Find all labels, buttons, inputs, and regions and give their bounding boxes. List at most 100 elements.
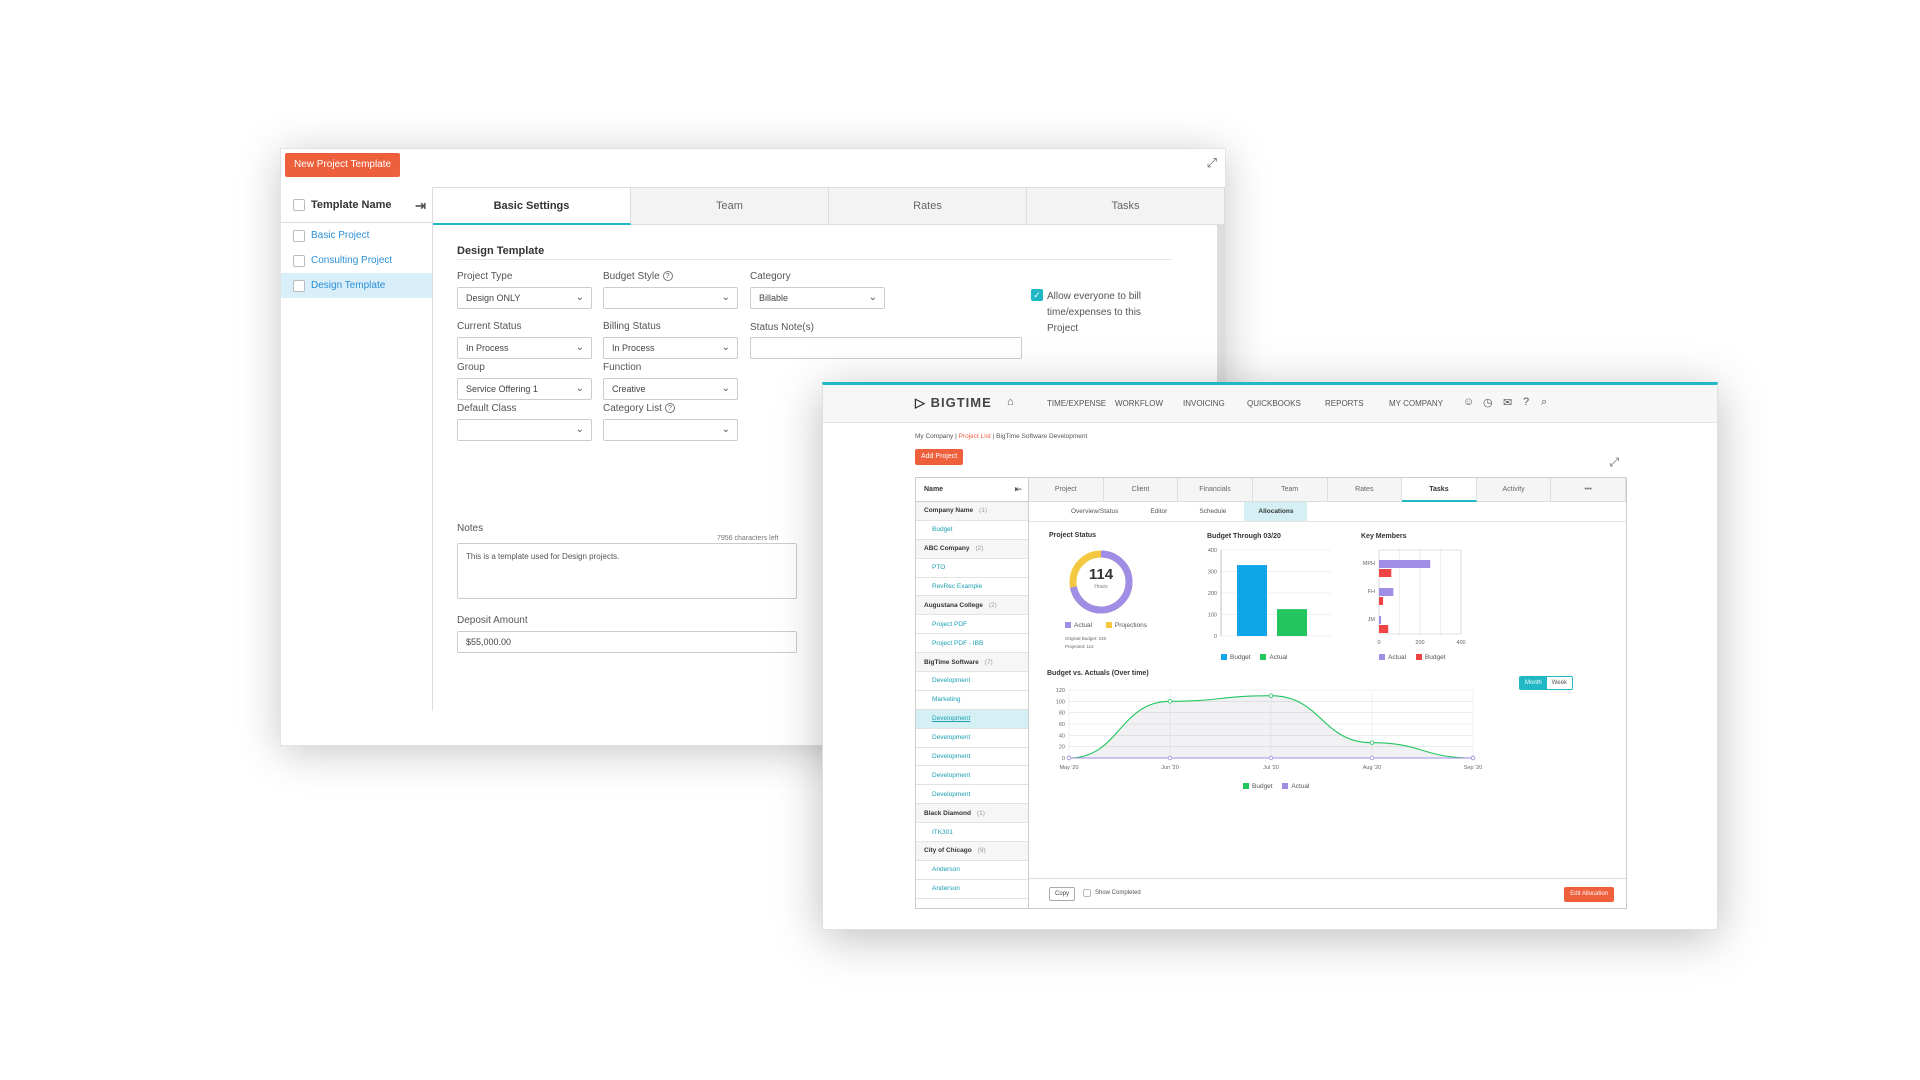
help-icon[interactable]: ?: [664, 403, 675, 414]
tab-rates[interactable]: Rates: [1327, 478, 1403, 502]
nav-quickbooks[interactable]: QUICKBOOKS: [1247, 399, 1301, 408]
chevron-down-icon: ⌄: [868, 292, 877, 303]
template-item-consulting[interactable]: Consulting Project: [281, 248, 432, 273]
client-group-row[interactable]: ABC Company (2): [916, 539, 1028, 559]
project-row[interactable]: Development: [916, 729, 1028, 748]
function-select[interactable]: Creative ⌄: [603, 378, 738, 400]
project-row[interactable]: PTO: [916, 559, 1028, 578]
allow-bill-checkbox[interactable]: ✓: [1031, 289, 1043, 301]
mail-icon[interactable]: ✉: [1503, 397, 1513, 409]
checkbox[interactable]: [293, 254, 305, 267]
client-group-row[interactable]: Company Name (1): [916, 502, 1028, 521]
project-row[interactable]: Development: [916, 748, 1028, 767]
project-row[interactable]: Budget: [916, 521, 1028, 540]
client-group-row[interactable]: Augustana College (2): [916, 596, 1028, 616]
project-row[interactable]: Development: [916, 785, 1028, 805]
subtab-overview-status[interactable]: Overview/Status: [1071, 508, 1119, 515]
breadcrumb-home[interactable]: My Company: [915, 433, 954, 440]
group-select[interactable]: Service Offering 1 ⌄: [457, 378, 592, 400]
deposit-amount-input[interactable]: $55,000.00: [457, 631, 797, 653]
tab-client[interactable]: Client: [1103, 478, 1179, 502]
select-value: In Process: [466, 343, 509, 353]
new-project-template-button[interactable]: New Project Template: [285, 153, 401, 177]
breadcrumb-project-list[interactable]: Project List: [958, 433, 991, 440]
client-group-row[interactable]: BigTime Software (7): [916, 653, 1028, 673]
bigtime-logo[interactable]: ▷ BIGTIME: [915, 395, 992, 411]
default-class-select[interactable]: ⌄: [457, 419, 592, 441]
client-name: Augustana College: [924, 601, 983, 609]
category-select[interactable]: Billable ⌄: [750, 287, 885, 309]
actual-swatch: [1065, 622, 1071, 629]
template-item-design[interactable]: Design Template: [281, 273, 432, 298]
project-type-select[interactable]: Design ONLY ⌄: [457, 287, 592, 309]
project-row[interactable]: Development: [916, 709, 1028, 729]
project-row[interactable]: RevRec Example: [916, 578, 1028, 597]
tab-project[interactable]: Project: [1029, 478, 1104, 502]
client-group-row[interactable]: Black Diamond (1): [916, 804, 1028, 824]
clock-icon[interactable]: ◷: [1483, 397, 1493, 409]
show-completed-toggle[interactable]: Show Completed: [1083, 889, 1141, 897]
nav-reports[interactable]: REPORTS: [1325, 399, 1364, 408]
project-row[interactable]: Anderson: [916, 861, 1028, 880]
help-icon[interactable]: ?: [1523, 396, 1530, 408]
tab-team[interactable]: Team: [1252, 478, 1328, 502]
status-notes-field[interactable]: [750, 337, 1022, 359]
checkbox[interactable]: [293, 279, 305, 292]
template-list: Template Name ⇥ Basic Project Consulting…: [281, 187, 433, 711]
user-icon[interactable]: ☺: [1463, 396, 1475, 408]
project-row[interactable]: Development: [916, 766, 1028, 786]
y-tick-label: 0: [1214, 634, 1217, 640]
select-all-checkbox[interactable]: [293, 198, 305, 211]
project-row[interactable]: Project PDF: [916, 615, 1028, 635]
subtab-schedule[interactable]: Schedule: [1199, 508, 1227, 515]
expand-icon[interactable]: ⤢: [1206, 155, 1217, 170]
category-list-select[interactable]: ⌄: [603, 419, 738, 441]
tab-basic-settings[interactable]: Basic Settings: [433, 187, 631, 225]
project-row[interactable]: Marketing: [916, 691, 1028, 710]
template-item-basic[interactable]: Basic Project: [281, 223, 432, 248]
y-tick-label: 100: [1056, 699, 1065, 705]
collapse-icon[interactable]: ⇥: [415, 198, 426, 213]
nav-workflow[interactable]: WORKFLOW: [1115, 399, 1163, 408]
actual-swatch: [1282, 783, 1289, 790]
toggle-month[interactable]: Month: [1520, 677, 1547, 689]
project-row[interactable]: Anderson: [916, 880, 1028, 899]
tab-activity[interactable]: Activity: [1476, 478, 1552, 502]
notes-textarea[interactable]: This is a template used for Design proje…: [457, 543, 797, 599]
current-status-select[interactable]: In Process ⌄: [457, 337, 592, 359]
budget-style-select[interactable]: ⌄: [603, 287, 738, 309]
project-row[interactable]: Development: [916, 672, 1028, 691]
nav-invoicing[interactable]: INVOICING: [1183, 399, 1225, 408]
template-label: Basic Project: [311, 230, 370, 241]
subtab-editor[interactable]: Editor: [1150, 508, 1168, 515]
project-count: (9): [977, 847, 986, 855]
show-completed-label: Show Completed: [1095, 890, 1141, 896]
home-icon[interactable]: ⌂: [1007, 396, 1014, 408]
show-completed-checkbox[interactable]: [1083, 889, 1091, 897]
more-tabs-icon[interactable]: •••: [1551, 478, 1626, 502]
subtab-allocations[interactable]: Allocations: [1244, 502, 1308, 521]
category-label: JM: [1368, 617, 1376, 623]
nav-time-expense[interactable]: TIME/EXPENSE: [1047, 399, 1107, 408]
scrollbar[interactable]: [1217, 225, 1225, 385]
checkbox[interactable]: [293, 229, 305, 242]
client-group-row[interactable]: City of Chicago (9): [916, 842, 1028, 861]
collapse-icon[interactable]: ⇤: [1014, 484, 1022, 494]
search-icon[interactable]: ⌕: [1541, 396, 1548, 408]
tab-tasks[interactable]: Tasks: [1027, 187, 1225, 225]
tab-rates[interactable]: Rates: [829, 187, 1027, 225]
budget-vs-actuals-title: Budget vs. Actuals (Over time): [1047, 670, 1149, 677]
nav-my-company[interactable]: MY COMPANY: [1389, 399, 1443, 408]
project-row[interactable]: ITK301: [916, 823, 1028, 843]
tab-team[interactable]: Team: [631, 187, 829, 225]
help-icon[interactable]: ?: [662, 271, 673, 282]
tab-financials[interactable]: Financials: [1178, 478, 1253, 502]
edit-allocation-button[interactable]: Edit Allocation: [1564, 887, 1614, 902]
copy-button[interactable]: Copy: [1049, 887, 1076, 901]
project-row[interactable]: Project PDF - IBB: [916, 634, 1028, 654]
add-project-button[interactable]: Add Project: [915, 449, 964, 465]
toggle-week[interactable]: Week: [1546, 677, 1572, 689]
expand-icon[interactable]: ⤢: [1609, 455, 1619, 469]
billing-status-select[interactable]: In Process ⌄: [603, 337, 738, 359]
tab-tasks[interactable]: Tasks: [1402, 478, 1477, 502]
